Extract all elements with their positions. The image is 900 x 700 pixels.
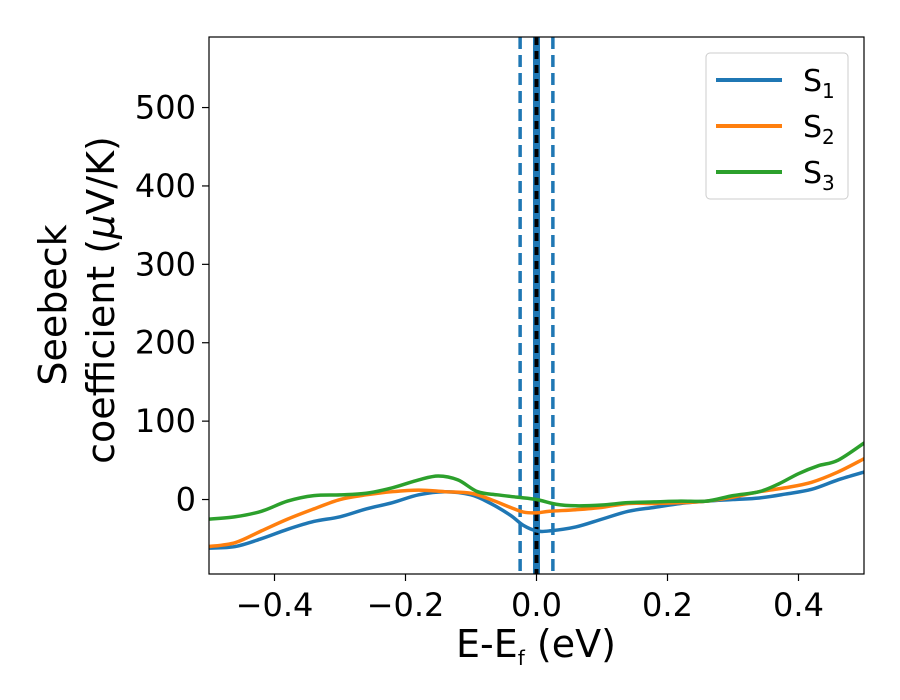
y-axis-label: Seebeck coefficient (μV/K) [31, 136, 123, 464]
data-series [209, 441, 864, 550]
legend-label-2: S2 [803, 110, 835, 149]
x-axis-ticks: −0.4 −0.2 0.0 0.2 0.4 [236, 574, 824, 624]
y-axis-label-line1: Seebeck [31, 224, 75, 385]
y-tick-label: 500 [135, 89, 196, 127]
legend: S1 S2 S3 [705, 52, 849, 200]
x-tick-label: −0.2 [367, 586, 445, 624]
y-tick-label: 200 [135, 324, 196, 362]
series-line-3 [209, 441, 864, 521]
legend-label-3: S3 [803, 156, 835, 195]
y-tick-label: 400 [135, 167, 196, 205]
y-axis-ticks: 0 100 200 300 400 500 [135, 89, 209, 519]
y-tick-label: 0 [176, 481, 196, 519]
y-tick-label: 300 [135, 245, 196, 283]
legend-label-1: S1 [803, 64, 835, 103]
x-tick-label: −0.4 [236, 586, 314, 624]
series-line-1 [209, 470, 864, 550]
reference-lines [518, 37, 555, 574]
x-tick-label: 0.2 [642, 586, 693, 624]
x-tick-label: 0.0 [511, 586, 562, 624]
x-axis-label: E-Ef (eV) [456, 622, 616, 670]
y-axis-label-line2: coefficient (μV/K) [79, 136, 123, 464]
x-tick-label: 0.4 [773, 586, 824, 624]
y-tick-label: 100 [135, 402, 196, 440]
